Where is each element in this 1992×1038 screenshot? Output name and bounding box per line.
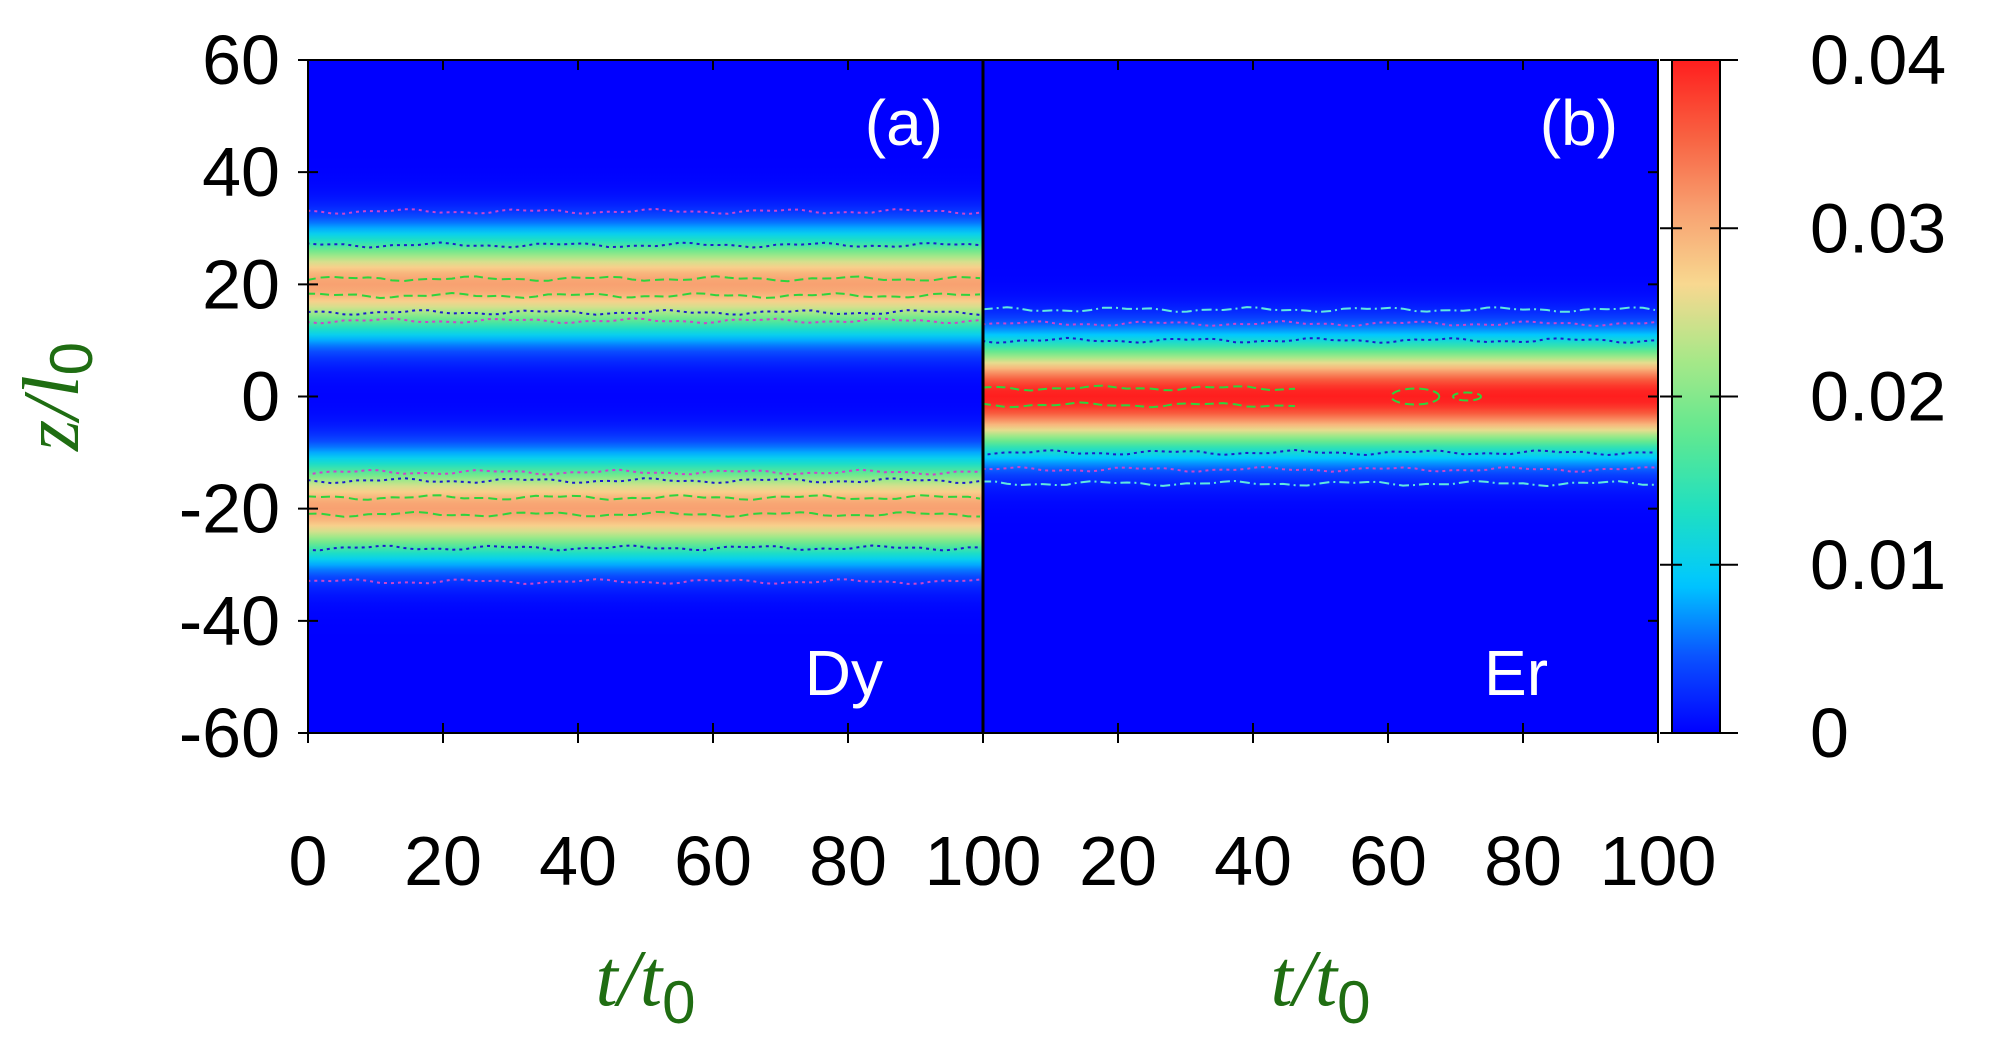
panel-b-contours xyxy=(982,306,1656,488)
colorbar-ticks: 0 0.01 0.02 0.03 0.04 xyxy=(1660,21,1946,772)
contour-line xyxy=(982,465,1656,473)
x-tick-label: 40 xyxy=(1214,822,1292,900)
contour-line xyxy=(307,510,981,518)
x-tick-label: 20 xyxy=(1079,822,1157,900)
x-tick-label: 80 xyxy=(809,822,887,900)
panel-b-heatmap xyxy=(983,60,1658,733)
colorbar-tick-label: 0.01 xyxy=(1810,526,1946,604)
x-axis-title-panel-a: t/t0 xyxy=(595,935,695,1036)
x-tick-label: 100 xyxy=(1600,822,1717,900)
contour-line xyxy=(307,317,981,325)
y-tick-label: 60 xyxy=(202,21,280,99)
contour-island xyxy=(1452,391,1482,402)
y-axis-title-sub: 0 xyxy=(38,342,105,375)
contour-line xyxy=(307,468,981,476)
panel-a-heatmap xyxy=(308,60,983,733)
contour-line xyxy=(307,578,981,585)
x-axis-panel-a: 0 20 40 60 80 100 xyxy=(289,60,1042,900)
contour-line xyxy=(982,401,1296,409)
x-axis-title-panel-b: t/t0 xyxy=(1270,935,1370,1036)
x-tick-label: 40 xyxy=(539,822,617,900)
x-tick-label: 0 xyxy=(964,822,1003,900)
contour-line xyxy=(307,308,981,316)
x-tick-label: 60 xyxy=(674,822,752,900)
x-axis-title-b-main: t/t xyxy=(1270,935,1338,1023)
contour-line xyxy=(982,479,1655,488)
contour-line xyxy=(307,291,981,300)
contour-line xyxy=(307,275,981,283)
x-tick-label: 80 xyxy=(1484,822,1562,900)
y-axis-title-main: z/l xyxy=(8,375,96,452)
panel-a-contours xyxy=(307,207,981,585)
y-tick-label: 0 xyxy=(241,358,280,436)
contour-line xyxy=(982,306,1656,313)
colorbar: 0 0.01 0.02 0.03 0.04 xyxy=(1660,21,1946,772)
x-tick-label: 60 xyxy=(1349,822,1427,900)
panel-b-species: Er xyxy=(1484,637,1548,709)
colorbar-tick-label: 0.04 xyxy=(1810,21,1946,99)
x-tick-label: 20 xyxy=(404,822,482,900)
x-tick-label: 100 xyxy=(925,822,1042,900)
contour-line xyxy=(982,320,1656,328)
contour-line xyxy=(982,384,1296,392)
x-axis-title-a-sub: 0 xyxy=(662,969,695,1036)
y-axis-title: z/l0 xyxy=(8,342,105,452)
contour-line xyxy=(307,493,981,501)
contour-line xyxy=(307,544,980,552)
x-axis-title-b-sub: 0 xyxy=(1337,969,1370,1036)
x-tick-label: 0 xyxy=(289,822,328,900)
panel-a-label: (a) xyxy=(865,87,943,159)
contour-line xyxy=(307,241,981,249)
contour-island xyxy=(1390,387,1441,406)
panel-b-label: (b) xyxy=(1540,87,1618,159)
y-tick-label: -60 xyxy=(179,694,280,772)
x-axis-title-a-main: t/t xyxy=(595,935,663,1023)
contour-line xyxy=(307,477,981,485)
panel-a-species: Dy xyxy=(805,637,883,709)
y-axis: -60 -40 -20 0 20 40 60 xyxy=(179,21,1658,772)
y-tick-label: 20 xyxy=(202,245,280,323)
panel-b: (b) Er xyxy=(982,60,1658,733)
contour-line xyxy=(307,207,981,216)
x-axis-panel-b: 0 20 40 60 80 100 xyxy=(964,60,1717,900)
contour-line xyxy=(982,336,1656,344)
y-tick-label: -40 xyxy=(179,582,280,660)
colorbar-tick-label: 0 xyxy=(1810,694,1849,772)
colorbar-tick-label: 0.02 xyxy=(1810,358,1946,436)
y-tick-label: 40 xyxy=(202,133,280,211)
panel-a: (a) Dy xyxy=(307,60,983,733)
y-tick-label: -20 xyxy=(179,470,280,548)
colorbar-tick-label: 0.03 xyxy=(1810,189,1946,267)
